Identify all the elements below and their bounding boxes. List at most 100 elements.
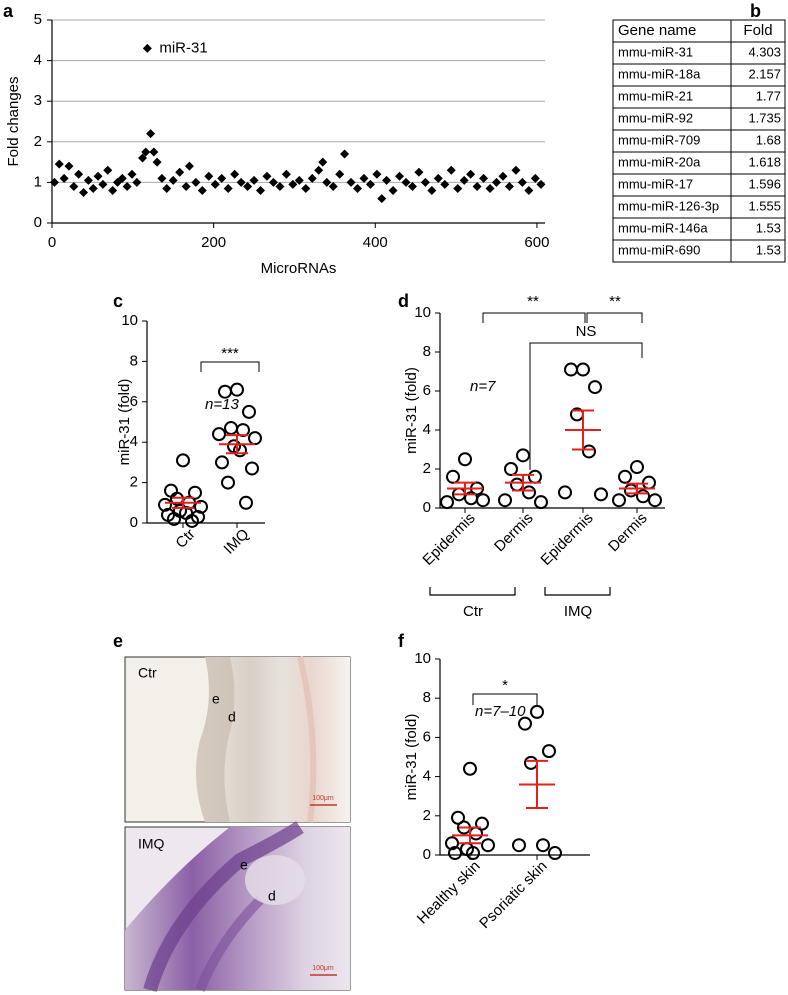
point — [636, 489, 650, 504]
point — [440, 179, 450, 189]
point — [54, 159, 64, 169]
point — [188, 485, 202, 500]
point — [530, 173, 540, 183]
image-mark: e — [212, 691, 220, 707]
x-tick-label: Dermis — [491, 510, 537, 556]
point — [485, 183, 495, 193]
significance-label: * — [502, 677, 508, 694]
point — [275, 181, 285, 191]
table-cell: mmu-miR-31 — [618, 44, 693, 59]
point — [294, 175, 304, 185]
y-tick-label: 2 — [34, 133, 42, 150]
table-cell: 1.68 — [756, 132, 781, 147]
point — [157, 173, 167, 183]
point — [215, 455, 229, 470]
point — [536, 838, 550, 853]
point — [530, 704, 544, 719]
point — [141, 147, 151, 157]
point — [524, 755, 538, 770]
image-mark: d — [268, 888, 276, 904]
point — [446, 469, 460, 484]
significance-bracket — [586, 312, 643, 323]
point — [498, 171, 508, 181]
y-tick-label: 8 — [423, 343, 431, 360]
point — [427, 186, 437, 196]
point — [230, 169, 240, 179]
point — [218, 384, 232, 399]
table-cell: mmu-miR-21 — [618, 88, 693, 103]
table-cell: mmu-miR-146a — [618, 220, 708, 235]
point — [167, 511, 181, 526]
point — [433, 173, 443, 183]
point — [414, 167, 424, 177]
y-tick-label: 3 — [34, 92, 42, 109]
point — [359, 173, 369, 183]
point — [256, 186, 266, 196]
significance-bracket — [482, 312, 586, 323]
x-tick-label: Healthy skin — [414, 858, 484, 928]
table-header: Gene name — [618, 22, 696, 39]
axis — [146, 321, 265, 524]
point — [365, 179, 375, 189]
point — [492, 177, 502, 187]
point — [122, 181, 132, 191]
point — [224, 421, 238, 436]
point — [588, 380, 602, 395]
point — [534, 495, 548, 510]
y-tick-label: 4 — [34, 52, 42, 69]
y-tick-label: 10 — [414, 650, 431, 667]
point — [335, 169, 345, 179]
table-cell: 1.735 — [748, 110, 781, 125]
axis — [439, 313, 665, 509]
panel-label: b — [750, 1, 761, 21]
table-cell: mmu-miR-18a — [618, 66, 701, 81]
point — [564, 362, 578, 377]
group-label: Ctr — [463, 603, 483, 620]
point — [536, 179, 546, 189]
point — [248, 431, 262, 446]
point — [517, 177, 527, 187]
point — [175, 167, 185, 177]
point — [518, 716, 532, 731]
point — [288, 179, 298, 189]
panel-label: e — [113, 631, 123, 651]
scale-bar-label: 100μm — [312, 795, 334, 802]
point — [142, 43, 152, 53]
point — [377, 194, 387, 204]
table-cell: mmu-miR-690 — [618, 242, 700, 257]
point — [79, 188, 89, 198]
x-tick-label: IMQ — [221, 526, 253, 558]
point — [197, 186, 207, 196]
point — [176, 453, 190, 468]
x-tick-label: Epidermis — [537, 510, 596, 569]
point — [346, 177, 356, 187]
point — [191, 177, 201, 187]
panel-label: f — [398, 631, 405, 651]
point — [103, 165, 113, 175]
point — [516, 448, 530, 463]
histology-imq — [124, 821, 351, 992]
point — [612, 493, 626, 508]
point — [217, 173, 227, 183]
scale-bar-label: 100μm — [312, 965, 334, 972]
point — [185, 513, 199, 528]
y-tick-label: 0 — [423, 499, 431, 516]
x-axis-label: MicroRNAs — [261, 260, 337, 277]
point — [149, 147, 159, 157]
histology-ctr — [124, 656, 351, 823]
point — [445, 836, 459, 851]
point — [318, 157, 328, 167]
point — [181, 181, 191, 191]
x-tick-label: 200 — [201, 234, 226, 251]
point — [407, 181, 417, 191]
point — [451, 810, 465, 825]
x-tick-label: Psoriatic skin — [476, 858, 551, 933]
point — [481, 838, 495, 853]
point — [245, 461, 259, 476]
point — [314, 165, 324, 175]
point — [388, 186, 398, 196]
y-axis-label: miR-31 (fold) — [403, 367, 420, 454]
point — [476, 493, 490, 508]
point — [212, 427, 226, 442]
y-tick-label: 0 — [423, 846, 431, 863]
